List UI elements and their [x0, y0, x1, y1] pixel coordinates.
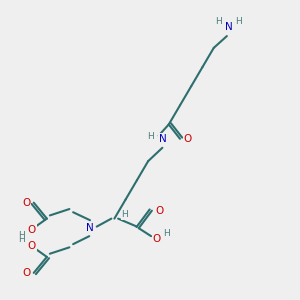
Text: O: O — [22, 268, 30, 278]
Text: O: O — [28, 225, 36, 235]
Text: O: O — [152, 234, 160, 244]
Text: H: H — [236, 17, 242, 26]
Text: H: H — [18, 231, 25, 240]
Text: O: O — [183, 134, 192, 144]
Text: N: N — [158, 134, 166, 144]
Text: H: H — [215, 17, 222, 26]
Text: N: N — [225, 22, 232, 32]
Text: H: H — [164, 229, 170, 238]
Text: O: O — [155, 206, 164, 216]
Text: N: N — [86, 223, 94, 233]
Text: O: O — [28, 241, 36, 251]
Text: H: H — [147, 132, 153, 141]
Text: O: O — [22, 198, 30, 208]
Text: H: H — [122, 210, 128, 219]
Text: H: H — [18, 236, 25, 244]
